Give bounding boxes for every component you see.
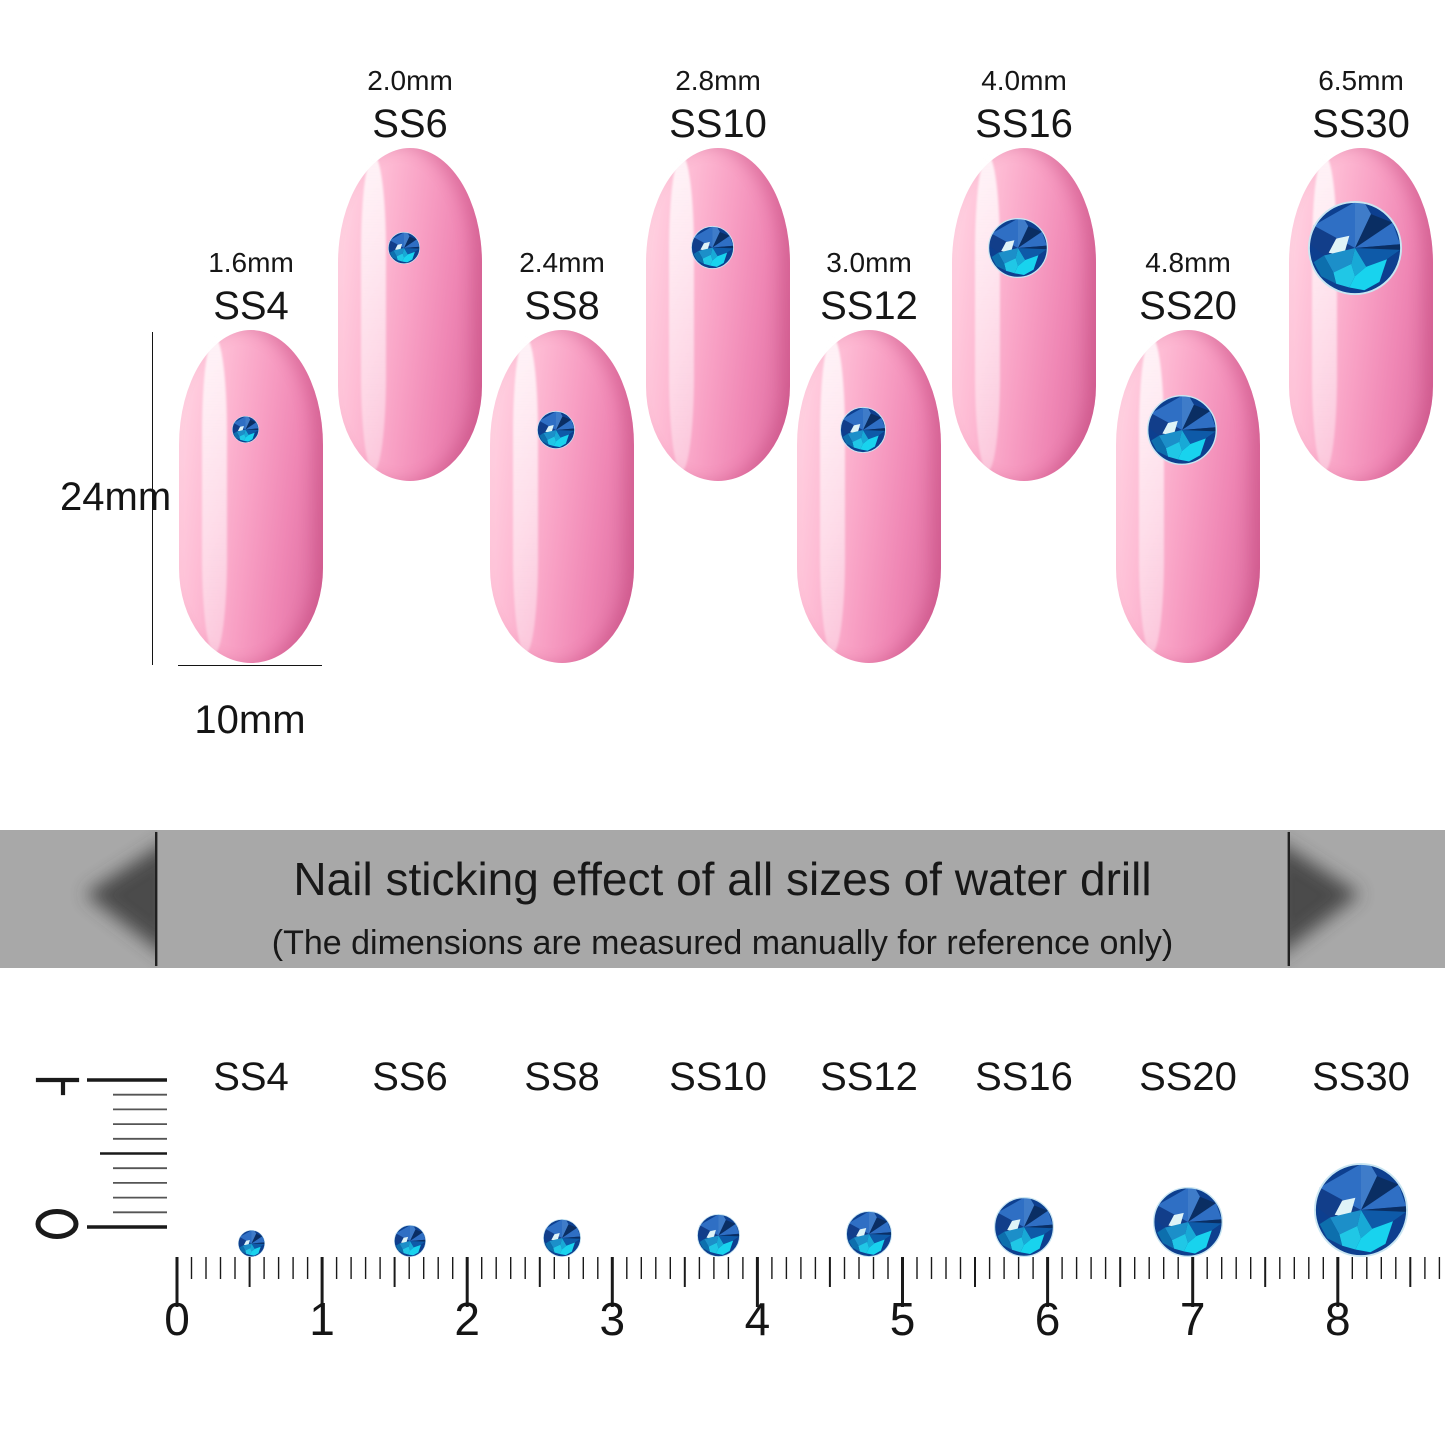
svg-text:8: 8: [1325, 1293, 1351, 1345]
svg-text:0: 0: [164, 1293, 190, 1345]
svg-text:6: 6: [1035, 1293, 1061, 1345]
svg-text:7: 7: [1180, 1293, 1206, 1345]
svg-text:4: 4: [745, 1293, 771, 1345]
svg-text:3: 3: [600, 1293, 626, 1345]
svg-text:2: 2: [454, 1293, 480, 1345]
svg-text:1: 1: [309, 1293, 335, 1345]
svg-text:5: 5: [890, 1293, 916, 1345]
